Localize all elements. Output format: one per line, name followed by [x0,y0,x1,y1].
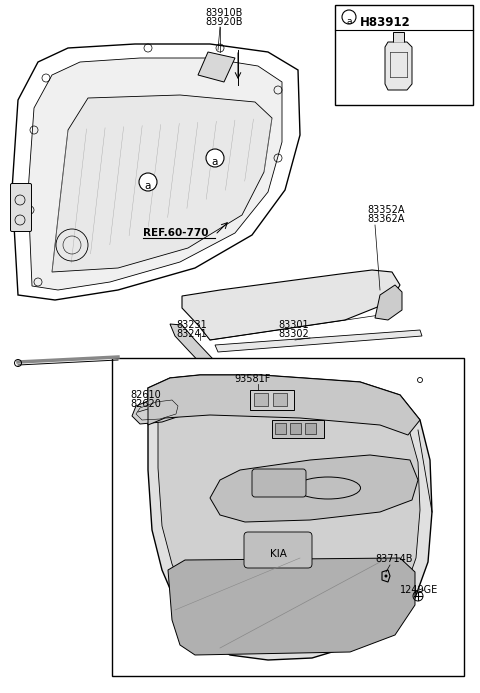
Circle shape [139,173,157,191]
Text: 82620: 82620 [130,399,161,409]
Polygon shape [132,395,182,424]
Bar [250,390,294,410]
Bar [112,358,464,676]
Text: a: a [145,181,151,191]
Bar [335,5,473,105]
FancyBboxPatch shape [252,469,306,497]
Text: 83362A: 83362A [367,214,404,224]
Text: 93581F: 93581F [234,374,270,384]
Bar [272,420,324,438]
Bar [254,393,268,406]
Polygon shape [148,375,420,435]
Bar [275,423,286,434]
Polygon shape [375,285,402,320]
Text: a: a [346,17,352,26]
Text: 83231: 83231 [176,320,207,330]
Text: 83910B: 83910B [205,8,242,18]
Text: 82610: 82610 [130,390,161,400]
FancyBboxPatch shape [244,532,312,568]
Text: 83714B: 83714B [375,554,412,564]
Polygon shape [158,388,420,648]
Bar [305,423,316,434]
Bar [273,393,287,406]
Polygon shape [170,324,230,382]
Circle shape [206,149,224,167]
FancyBboxPatch shape [11,184,32,231]
Polygon shape [393,32,404,42]
Polygon shape [52,95,272,272]
Polygon shape [198,52,235,82]
Circle shape [384,574,387,577]
Circle shape [342,10,356,24]
Text: 83301: 83301 [278,320,309,330]
Text: 83302: 83302 [278,329,309,339]
Text: H83912: H83912 [360,15,411,28]
Bar [290,423,301,434]
Text: 83920B: 83920B [205,17,242,27]
Polygon shape [168,558,415,655]
Polygon shape [182,270,400,340]
Polygon shape [148,375,432,660]
Polygon shape [28,58,282,290]
Polygon shape [215,330,422,352]
Text: KIA: KIA [270,549,287,559]
Text: 83352A: 83352A [367,205,405,215]
Text: 1249GE: 1249GE [400,585,438,595]
Text: a: a [212,157,218,167]
Text: REF.60-770: REF.60-770 [143,228,208,238]
Polygon shape [385,42,412,90]
Text: 83241: 83241 [176,329,207,339]
Polygon shape [210,455,418,522]
Polygon shape [12,44,300,300]
